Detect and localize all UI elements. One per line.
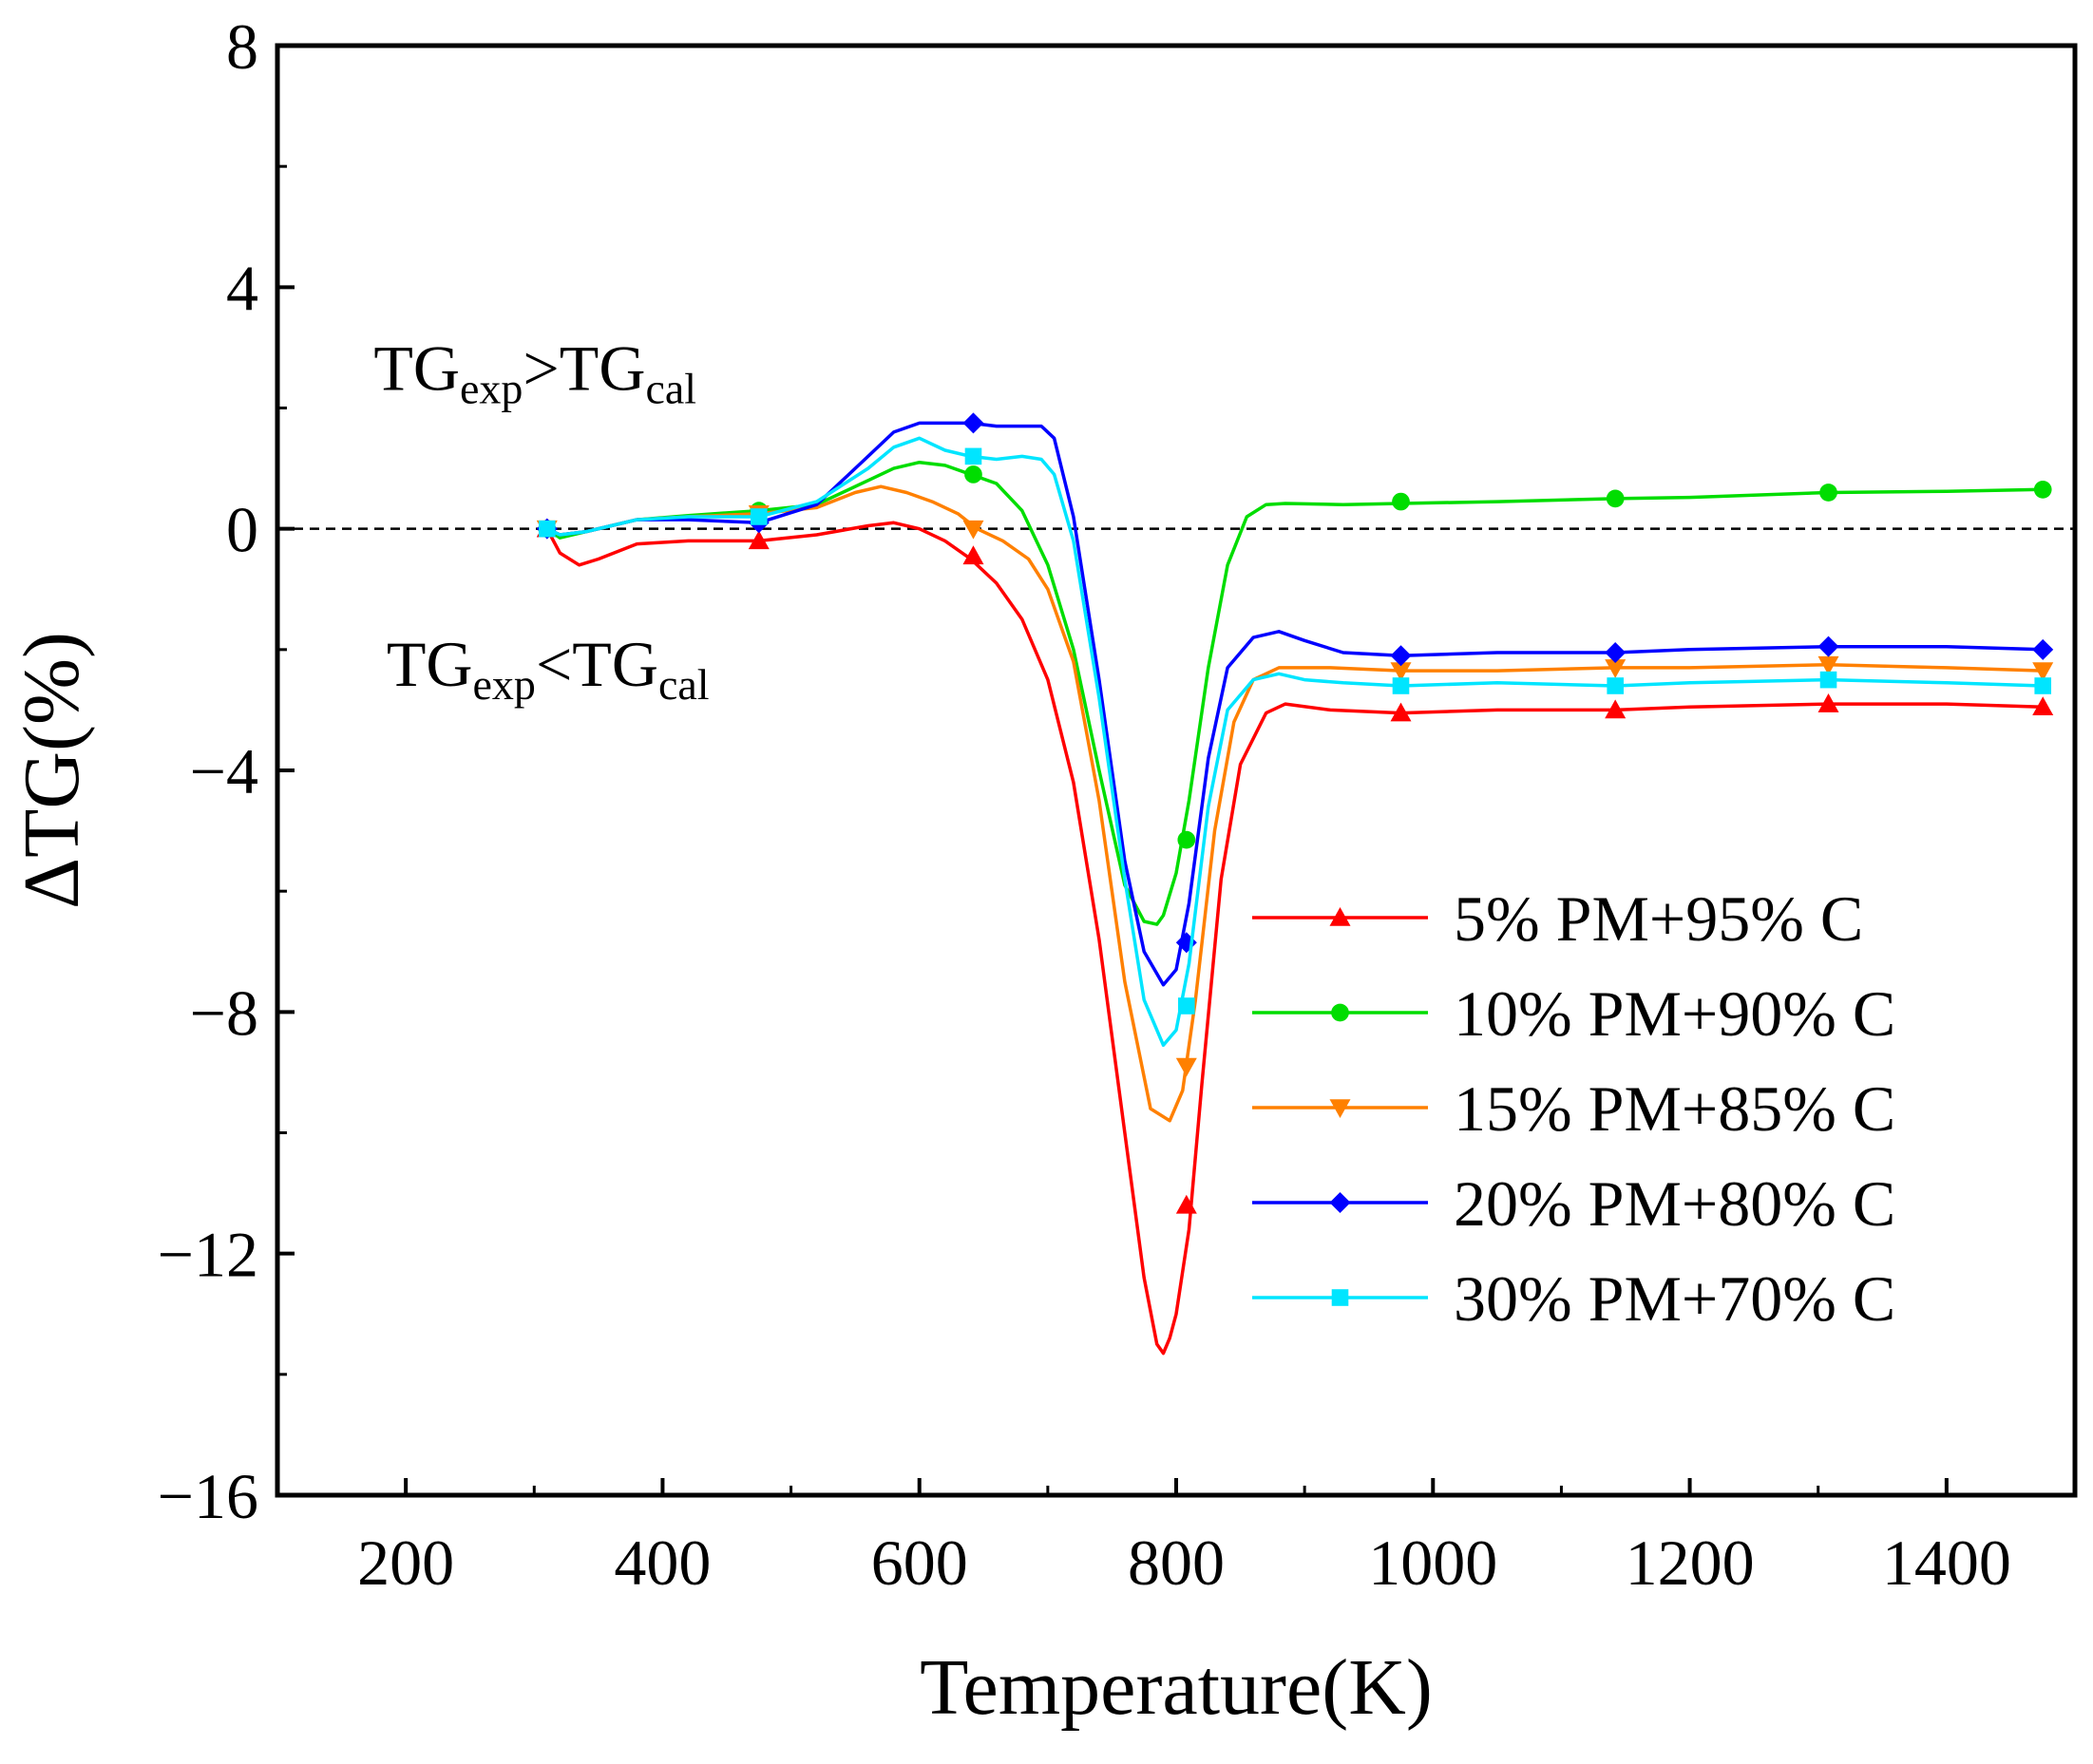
legend-label: 10% PM+90% C [1454, 977, 1895, 1050]
series-4-point [1390, 645, 1412, 667]
series-1-point [1390, 702, 1412, 722]
legend-marker [1329, 907, 1351, 926]
series-5-point [539, 520, 556, 538]
series-5-point [2034, 677, 2052, 694]
series-2-point [2033, 480, 2052, 499]
y-axis-title: ΔTG(%) [8, 632, 96, 909]
series-5-point [1392, 677, 1410, 694]
x-tick-label-1400: 1400 [1882, 1527, 2011, 1599]
series-2-point [1177, 830, 1196, 849]
legend-item-2: 10% PM+90% C [1252, 977, 1895, 1050]
y-tick-label-0: 8 [226, 10, 258, 83]
x-tick-label-800: 800 [1128, 1527, 1225, 1599]
x-tick-label-400: 400 [614, 1527, 711, 1599]
y-tick-label-3: −4 [190, 735, 258, 807]
series-1-point [1605, 699, 1627, 719]
series-3-point [1817, 655, 1839, 675]
series-4 [536, 412, 2054, 987]
series-2-point [964, 465, 982, 484]
legend-marker [1329, 1099, 1351, 1118]
legend-item-3: 15% PM+85% C [1252, 1072, 1895, 1145]
series-2-line [545, 460, 2044, 926]
legend-label: 20% PM+80% C [1454, 1167, 1895, 1240]
x-axis-title: Temperature(K) [920, 1643, 1433, 1732]
series-1-point [1817, 693, 1839, 712]
legend-marker [1331, 1003, 1349, 1022]
series-1-point [1175, 1194, 1197, 1214]
legend-marker [1329, 1192, 1351, 1213]
series-4-point [1605, 642, 1627, 664]
legend-label: 15% PM+85% C [1454, 1072, 1895, 1145]
x-tick-label-1000: 1000 [1368, 1527, 1497, 1599]
series-3-point [962, 520, 984, 540]
series-2-point [1392, 492, 1410, 511]
x-tick-label-200: 200 [357, 1527, 454, 1599]
y-tick-label-5: −12 [158, 1219, 258, 1291]
series-3-point [2032, 662, 2054, 682]
series-1-point [748, 530, 770, 550]
legend: 5% PM+95% C 10% PM+90% C 15% PM+85% C 20% P… [1252, 882, 1895, 1335]
series-2 [538, 460, 2052, 926]
y-tick-label-4: −8 [190, 977, 258, 1049]
legend-item-4: 20% PM+80% C [1252, 1167, 1895, 1240]
annotations: TGexp>TGcal TGexp<TGcal [373, 332, 709, 709]
legend-marker [1331, 1289, 1349, 1306]
series-4-point [1817, 635, 1839, 657]
annotation-below: TGexp<TGcal [387, 628, 710, 709]
series-1-line [545, 521, 2044, 1356]
series-2-point [1606, 489, 1625, 508]
legend-item-5: 30% PM+70% C [1252, 1262, 1895, 1335]
series-5-line [546, 436, 2044, 1048]
legend-label: 30% PM+70% C [1454, 1262, 1895, 1335]
series-5-point [1607, 677, 1624, 694]
y-tick-label-1: 4 [226, 252, 258, 324]
series-5-point [750, 508, 768, 525]
series-5-point [1819, 671, 1837, 689]
annotation-above: TGexp>TGcal [373, 332, 696, 412]
series-4-point [2032, 638, 2054, 660]
series-2-point [1819, 484, 1837, 502]
series-1-point [962, 545, 984, 565]
series-layer [536, 412, 2054, 1356]
legend-label: 5% PM+95% C [1454, 882, 1863, 955]
series-5-point [964, 447, 982, 465]
series-3-point [1605, 659, 1627, 678]
legend-item-1: 5% PM+95% C [1252, 882, 1863, 955]
series-3-point [1390, 662, 1412, 682]
series-4-point [962, 412, 984, 434]
series-4-line [546, 421, 2044, 987]
y-tick-label-2: 0 [226, 494, 258, 566]
x-tick-label-600: 600 [871, 1527, 968, 1599]
x-tick-label-1200: 1200 [1626, 1527, 1755, 1599]
series-5 [539, 436, 2052, 1048]
y-tick-label-6: −16 [158, 1460, 258, 1532]
series-3-point [1175, 1057, 1197, 1077]
series-1-point [2032, 696, 2054, 716]
series-5-point [1178, 997, 1195, 1015]
ticks-layer: 200 400 600 800 1000 1200 1400 8 4 0 −4 −8 −12 −16 [158, 10, 2011, 1599]
